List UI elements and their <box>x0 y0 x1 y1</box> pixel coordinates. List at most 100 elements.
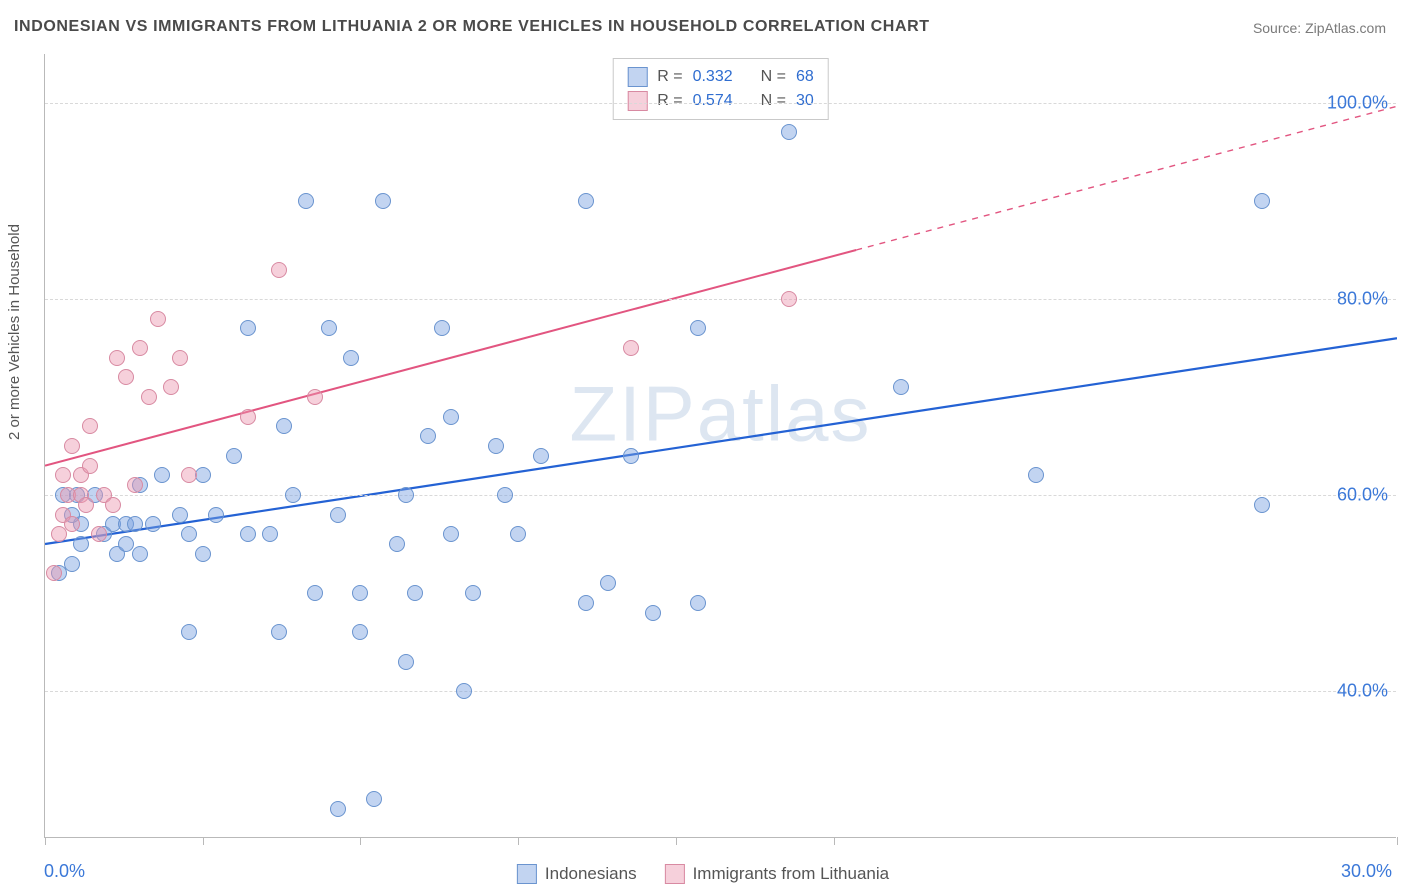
data-point <box>141 389 157 405</box>
data-point <box>781 291 797 307</box>
data-point <box>150 311 166 327</box>
data-point <box>73 536 89 552</box>
data-point <box>46 565 62 581</box>
data-point <box>398 654 414 670</box>
series-legend-label: Immigrants from Lithuania <box>693 864 890 884</box>
data-point <box>55 467 71 483</box>
gridline <box>45 103 1396 104</box>
data-point <box>307 389 323 405</box>
data-point <box>1254 193 1270 209</box>
y-tick-label: 80.0% <box>1337 289 1388 310</box>
x-tick-label: 30.0% <box>1341 861 1392 882</box>
series-legend-label: Indonesians <box>545 864 637 884</box>
data-point <box>398 487 414 503</box>
data-point <box>145 516 161 532</box>
legend-row: R = 0.332 N = 68 <box>627 65 814 89</box>
legend-r-label: R = <box>657 68 682 86</box>
data-point <box>105 497 121 513</box>
data-point <box>623 448 639 464</box>
trend-lines-svg <box>45 54 1397 838</box>
data-point <box>262 526 278 542</box>
data-point <box>1254 497 1270 513</box>
legend-r-label: R = <box>657 92 682 110</box>
data-point <box>510 526 526 542</box>
data-point <box>893 379 909 395</box>
data-point <box>645 605 661 621</box>
data-point <box>132 546 148 562</box>
data-point <box>181 624 197 640</box>
y-tick-label: 60.0% <box>1337 485 1388 506</box>
data-point <box>456 683 472 699</box>
data-point <box>64 556 80 572</box>
x-tick <box>203 837 204 845</box>
data-point <box>118 369 134 385</box>
data-point <box>208 507 224 523</box>
chart-title: INDONESIAN VS IMMIGRANTS FROM LITHUANIA … <box>14 18 930 36</box>
data-point <box>163 379 179 395</box>
x-tick <box>45 837 46 845</box>
data-point <box>375 193 391 209</box>
data-point <box>465 585 481 601</box>
data-point <box>443 409 459 425</box>
data-point <box>488 438 504 454</box>
data-point <box>533 448 549 464</box>
legend-n-label: N = <box>761 92 786 110</box>
data-point <box>132 340 148 356</box>
data-point <box>600 575 616 591</box>
series-legend: Indonesians Immigrants from Lithuania <box>517 864 889 884</box>
data-point <box>434 320 450 336</box>
data-point <box>285 487 301 503</box>
gridline <box>45 691 1396 692</box>
data-point <box>127 516 143 532</box>
data-point <box>352 585 368 601</box>
data-point <box>443 526 459 542</box>
x-tick <box>1397 837 1398 845</box>
chart-plot-area: ZIPatlas R = 0.332 N = 68 R = 0.574 N = … <box>44 54 1396 838</box>
data-point <box>420 428 436 444</box>
data-point <box>82 458 98 474</box>
data-point <box>240 320 256 336</box>
data-point <box>240 409 256 425</box>
legend-swatch <box>627 91 647 111</box>
y-tick-label: 100.0% <box>1327 93 1388 114</box>
data-point <box>578 595 594 611</box>
data-point <box>271 262 287 278</box>
data-point <box>172 350 188 366</box>
legend-r-value: 0.332 <box>693 68 733 86</box>
data-point <box>321 320 337 336</box>
data-point <box>781 124 797 140</box>
gridline <box>45 495 1396 496</box>
data-point <box>226 448 242 464</box>
y-axis-title: 2 or more Vehicles in Household <box>6 224 23 440</box>
data-point <box>195 546 211 562</box>
legend-swatch <box>665 864 685 884</box>
data-point <box>51 526 67 542</box>
data-point <box>307 585 323 601</box>
data-point <box>343 350 359 366</box>
data-point <box>271 624 287 640</box>
data-point <box>78 497 94 513</box>
data-point <box>127 477 143 493</box>
data-point <box>64 516 80 532</box>
gridline <box>45 299 1396 300</box>
legend-swatch <box>517 864 537 884</box>
legend-n-value: 30 <box>796 92 814 110</box>
data-point <box>1028 467 1044 483</box>
watermark-text: ZIPatlas <box>569 369 871 460</box>
data-point <box>298 193 314 209</box>
series-legend-item: Indonesians <box>517 864 637 884</box>
legend-swatch <box>627 67 647 87</box>
data-point <box>578 193 594 209</box>
series-legend-item: Immigrants from Lithuania <box>665 864 890 884</box>
data-point <box>240 526 256 542</box>
data-point <box>623 340 639 356</box>
data-point <box>690 595 706 611</box>
data-point <box>181 467 197 483</box>
data-point <box>330 507 346 523</box>
data-point <box>389 536 405 552</box>
data-point <box>109 350 125 366</box>
data-point <box>82 418 98 434</box>
x-tick <box>834 837 835 845</box>
x-tick <box>518 837 519 845</box>
data-point <box>91 526 107 542</box>
